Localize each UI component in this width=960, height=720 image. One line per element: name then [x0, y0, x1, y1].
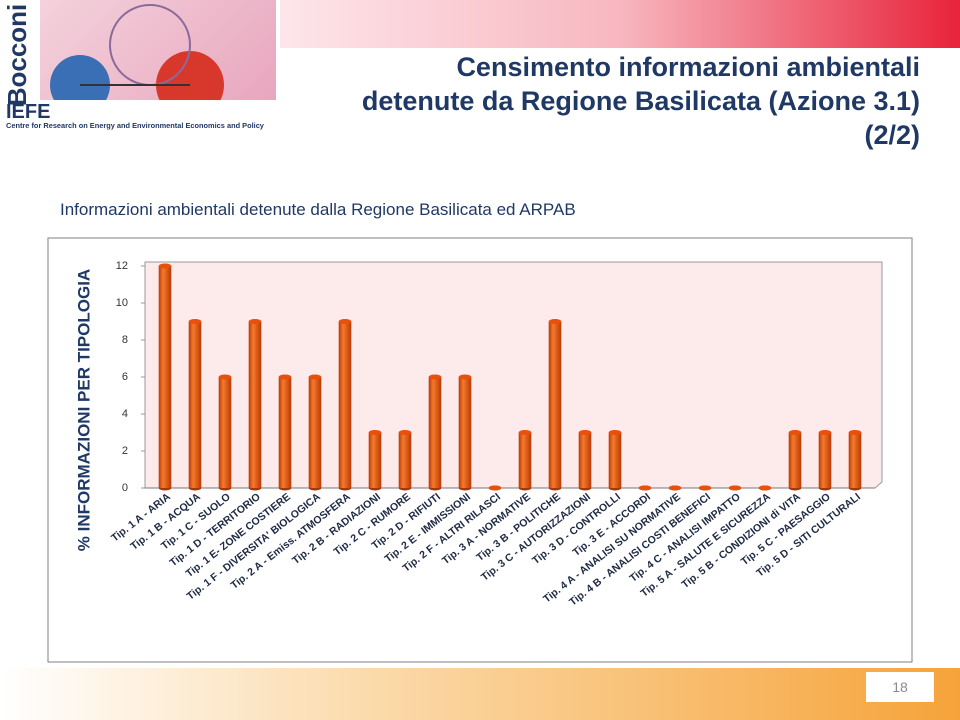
- logo-acronym: IEFE: [6, 101, 50, 123]
- bar: [788, 432, 802, 488]
- bar: [398, 432, 412, 488]
- bar: [848, 432, 862, 488]
- bar-top: [248, 319, 262, 324]
- logo-subtitle: Centre for Research on Energy and Enviro…: [6, 121, 265, 130]
- bar: [578, 432, 592, 488]
- bar-top: [848, 430, 862, 435]
- subtitle: Informazioni ambientali detenute dalla R…: [60, 200, 576, 219]
- top-banner: [280, 0, 960, 48]
- bar: [428, 377, 442, 488]
- bar: [518, 432, 532, 488]
- bar: [218, 377, 232, 488]
- logo-wheel: [156, 51, 224, 100]
- y-tick-label: 0: [122, 482, 128, 494]
- logo-image: [40, 0, 276, 100]
- bar: [158, 266, 172, 488]
- bar-top: [158, 263, 172, 269]
- bar: [338, 321, 352, 488]
- bar-top: [728, 485, 742, 491]
- bar-top: [308, 374, 322, 380]
- bar-top: [368, 430, 382, 435]
- bar-top: [338, 319, 352, 324]
- y-tick-label: 10: [116, 297, 128, 309]
- y-axis-label: % INFORMAZIONI PER TIPOLOGIA: [74, 269, 93, 551]
- bar: [548, 321, 562, 488]
- bar-top: [278, 374, 292, 380]
- y-tick-label: 6: [122, 371, 128, 383]
- bar-top: [608, 430, 622, 435]
- bar-top: [578, 430, 592, 435]
- logo-wheel: [50, 55, 110, 100]
- bar-top: [548, 319, 562, 324]
- page-number: 18: [866, 672, 934, 702]
- bar-top: [398, 430, 412, 435]
- y-tick-label: 4: [122, 408, 128, 420]
- title-line: detenute da Regione Basilicata (Azione 3…: [361, 86, 920, 116]
- bar-top: [668, 485, 682, 491]
- bar-top: [758, 485, 772, 491]
- bar-top: [788, 430, 802, 435]
- bar: [608, 432, 622, 488]
- logo: Bocconi IEFE Centre for Research on Ener…: [2, 4, 265, 130]
- bar: [308, 377, 322, 488]
- title: Censimento informazioni ambientali deten…: [362, 50, 920, 152]
- y-tick-label: 2: [122, 445, 128, 457]
- title-line: Censimento informazioni ambientali: [456, 52, 920, 82]
- footer-bar: [0, 668, 960, 720]
- logo-drawing: [50, 4, 224, 100]
- bar: [278, 377, 292, 488]
- bar-top: [518, 430, 532, 435]
- bar-top: [188, 319, 202, 324]
- plot-area: [144, 261, 883, 489]
- title-line: (2/2): [864, 120, 920, 150]
- y-tick-label: 12: [116, 260, 128, 272]
- logo-name: Bocconi: [2, 4, 32, 107]
- bar: [368, 432, 382, 488]
- bar-top: [698, 485, 712, 491]
- bar: [458, 377, 472, 488]
- bar-top: [218, 374, 232, 380]
- bar-top: [638, 485, 652, 491]
- bar-top: [818, 430, 832, 435]
- bar-top: [428, 374, 442, 380]
- bar: [188, 321, 202, 488]
- bar: [818, 432, 832, 488]
- bar: [248, 321, 262, 488]
- bar-top: [458, 374, 472, 380]
- bar-top: [488, 485, 502, 491]
- y-tick-label: 8: [122, 334, 128, 346]
